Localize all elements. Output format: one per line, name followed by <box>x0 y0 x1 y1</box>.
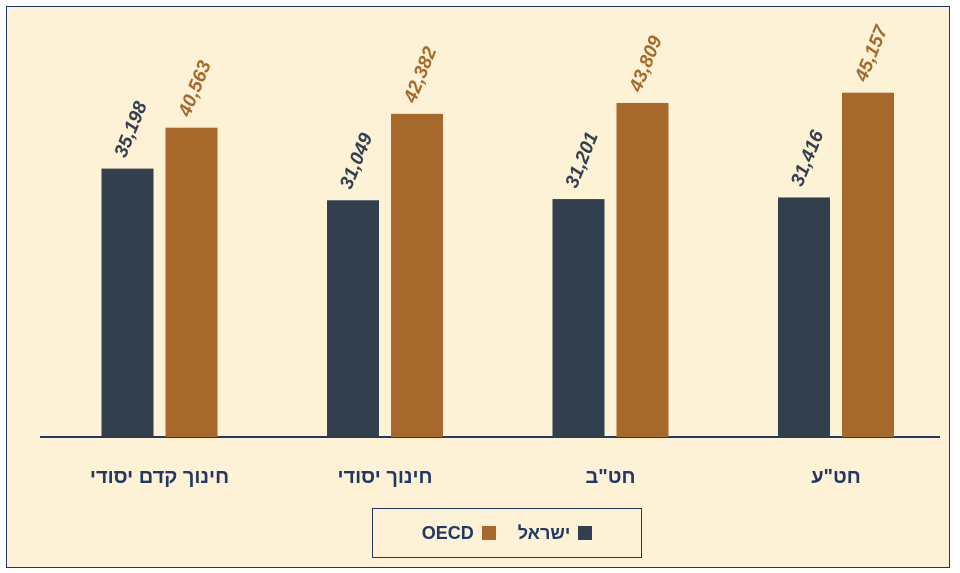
bar-oecd-0 <box>165 127 218 437</box>
legend: ישראל OECD <box>372 508 642 558</box>
value-label-oecd-3: 45,157 <box>851 21 893 85</box>
category-label-3: חט"ע <box>811 466 861 488</box>
category-label-2: חט"ב <box>585 466 635 488</box>
value-label-israel-2: 31,201 <box>562 129 603 191</box>
category-label-1: חינוך יסודי <box>337 466 432 488</box>
legend-swatch-israel <box>578 526 593 540</box>
bar-oecd-1 <box>391 113 443 437</box>
bar-israel-2 <box>552 199 605 437</box>
value-label-israel-3: 31,416 <box>787 127 828 189</box>
value-label-oecd-0: 40,563 <box>174 57 216 120</box>
bar-israel-3 <box>778 197 830 437</box>
bar-israel-0 <box>101 168 154 438</box>
bar-oecd-2 <box>616 102 669 438</box>
legend-item-israel: ישראל <box>518 523 593 544</box>
legend-swatch-oecd <box>481 526 496 540</box>
value-label-oecd-1: 42,382 <box>400 44 442 107</box>
legend-label-oecd: OECD <box>421 522 474 543</box>
bar-oecd-3 <box>842 92 894 438</box>
category-label-0: חינוך קדם יסודי <box>90 466 229 488</box>
value-label-israel-0: 35,198 <box>111 98 152 160</box>
value-label-oecd-2: 43,809 <box>625 33 667 96</box>
legend-item-oecd: OECD <box>422 523 496 544</box>
bar-israel-1 <box>327 200 379 437</box>
value-label-israel-1: 31,049 <box>336 130 377 192</box>
legend-label-israel: ישראל <box>517 522 571 543</box>
